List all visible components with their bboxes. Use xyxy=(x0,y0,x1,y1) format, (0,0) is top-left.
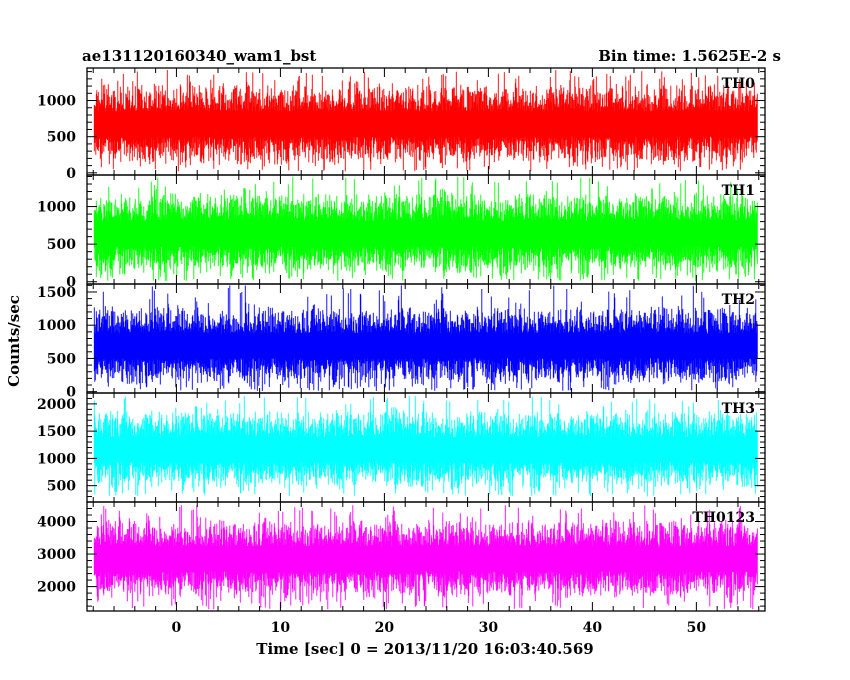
panel-label: TH0 xyxy=(722,76,756,92)
y-tick-label: 3000 xyxy=(37,547,76,563)
y-axis-label: Counts/sec xyxy=(5,295,23,387)
y-tick-label: 500 xyxy=(47,130,76,146)
panel-th3: 500 1000 1500 2000 TH3 xyxy=(37,392,766,503)
x-tick-labels: 0 10 20 30 40 50 xyxy=(172,620,707,636)
x-tick-label: 40 xyxy=(583,620,603,636)
x-tick-label: 10 xyxy=(271,620,291,636)
y-tick-label: 1000 xyxy=(37,318,76,334)
chart-title-right: Bin time: 1.5625E-2 s xyxy=(598,47,781,65)
y-tick-label: 4000 xyxy=(37,515,76,531)
y-ticks xyxy=(87,176,765,283)
series-th1 xyxy=(93,176,758,281)
panel-label: TH2 xyxy=(722,292,755,308)
y-tick-label: 500 xyxy=(47,479,76,495)
y-tick-label: 500 xyxy=(47,351,76,367)
series-th0123 xyxy=(93,505,758,610)
x-ticks xyxy=(92,502,760,611)
x-ticks xyxy=(92,68,760,175)
series-th0 xyxy=(93,70,758,172)
y-ticks xyxy=(87,501,765,607)
x-ticks xyxy=(92,284,760,393)
y-tick-label: 0 xyxy=(66,166,76,182)
chart-title-left: ae131120160340_wam1_bst xyxy=(82,47,316,65)
y-tick-label: 0 xyxy=(66,385,76,401)
x-ticks xyxy=(92,175,760,284)
series-th3 xyxy=(93,396,758,497)
y-tick-label: 2000 xyxy=(37,580,76,596)
y-tick-label: 1000 xyxy=(37,94,76,110)
y-tick-label: 1500 xyxy=(37,424,76,440)
series-th2 xyxy=(93,285,758,391)
x-tick-label: 50 xyxy=(687,620,707,636)
panel-th0: 0 500 1000 TH0 xyxy=(37,67,766,182)
y-ticks xyxy=(87,284,765,393)
y-tick-label: 1000 xyxy=(37,200,76,216)
y-tick-label: 0 xyxy=(66,275,76,291)
panel-label: TH1 xyxy=(722,183,755,199)
panel-th2: 0 500 1000 1500 TH2 xyxy=(37,283,766,401)
y-tick-label: 2000 xyxy=(37,397,76,413)
panel-th0123: 2000 3000 4000 TH0123 xyxy=(37,501,766,612)
y-tick-label: 500 xyxy=(47,237,76,253)
panels-group: 0 500 1000 TH0 0 500 1000 TH1 0 500 1000 1500 TH2 500… xyxy=(37,67,766,612)
x-ticks xyxy=(92,393,760,502)
y-tick-label: 1500 xyxy=(37,285,76,301)
panel-label: TH0123 xyxy=(692,510,755,526)
panel-th1: 0 500 1000 TH1 xyxy=(37,174,766,291)
x-axis-label: Time [sec] 0 = 2013/11/20 16:03:40.569 xyxy=(256,640,593,658)
x-tick-label: 30 xyxy=(479,620,499,636)
y-tick-label: 1000 xyxy=(37,451,76,467)
y-ticks xyxy=(87,71,765,174)
panel-label: TH3 xyxy=(722,401,755,417)
x-tick-label: 20 xyxy=(375,620,395,636)
x-tick-label: 0 xyxy=(172,620,182,636)
